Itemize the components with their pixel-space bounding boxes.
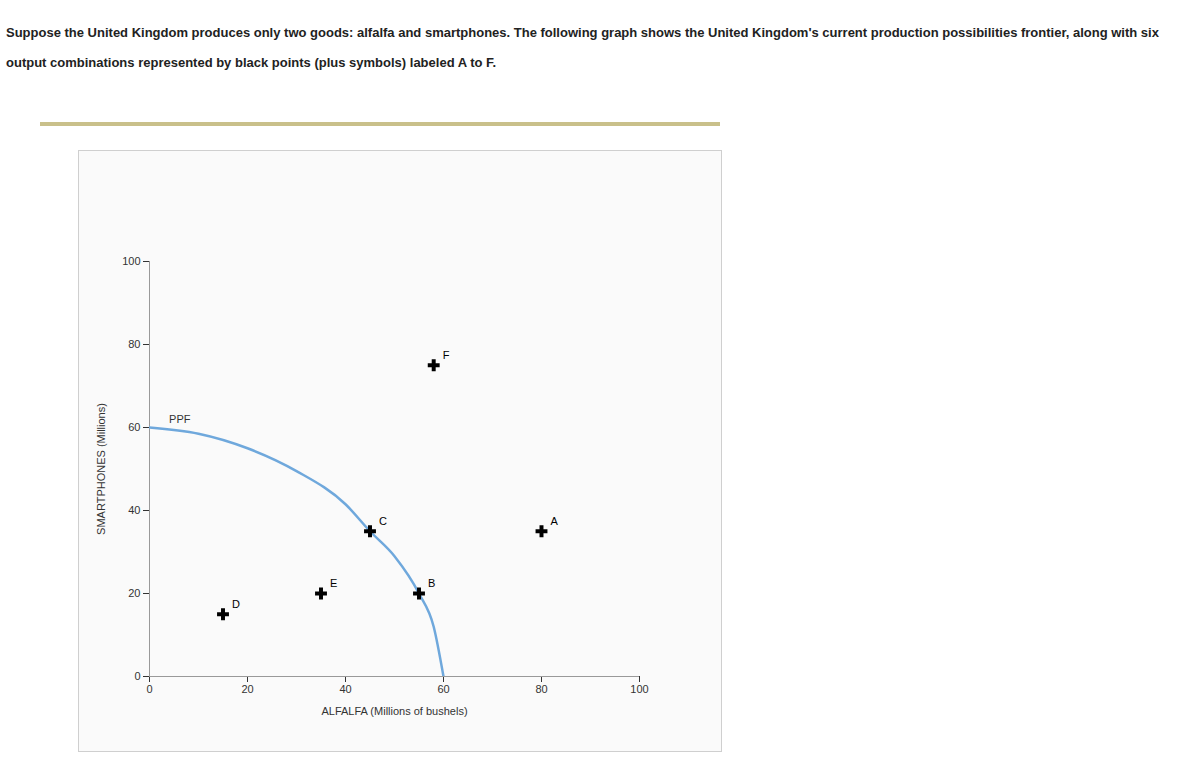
svg-text:40: 40 — [128, 504, 140, 516]
svg-text:D: D — [232, 598, 240, 610]
svg-text:20: 20 — [241, 683, 253, 695]
svg-text:0: 0 — [134, 670, 140, 682]
svg-text:80: 80 — [535, 683, 547, 695]
svg-text:100: 100 — [630, 683, 648, 695]
svg-text:80: 80 — [128, 338, 140, 350]
svg-text:60: 60 — [128, 421, 140, 433]
svg-text:40: 40 — [339, 683, 351, 695]
svg-text:100: 100 — [122, 255, 140, 267]
svg-text:20: 20 — [128, 587, 140, 599]
html-text:Suppose the United Kingdom pro: Suppose the United Kingdom produces only… — [6, 25, 1159, 70]
svg-text:60: 60 — [437, 683, 449, 695]
svg-text:A: A — [551, 515, 559, 527]
svg-text:C: C — [379, 515, 387, 527]
svg-text:E: E — [330, 577, 337, 589]
svg-text:0: 0 — [146, 683, 152, 695]
svg-text:F: F — [443, 349, 450, 361]
svg-text:PPF: PPF — [169, 413, 191, 425]
svg-text:B: B — [428, 577, 435, 589]
svg-text:SMARTPHONES (Millions): SMARTPHONES (Millions) — [95, 403, 107, 535]
svg-text:ALFALFA (Millions of bushels): ALFALFA (Millions of bushels) — [321, 705, 467, 717]
